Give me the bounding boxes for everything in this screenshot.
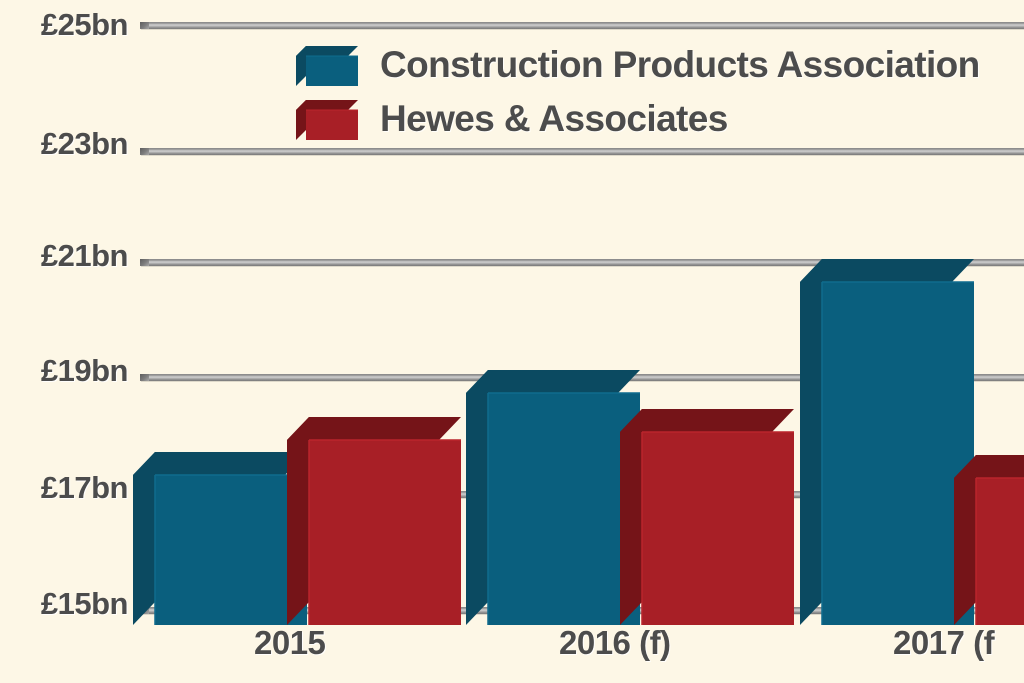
y-axis-label-19bn: £19bn <box>40 353 129 388</box>
legend-label-hewes-and-associates: Hewes & Associates <box>380 98 728 139</box>
bar-2016-hewes-and-associates <box>620 409 794 625</box>
legend-label-construction-products-association: Construction Products Association <box>380 44 980 85</box>
x-axis-label-2015: 2015 <box>254 624 326 661</box>
y-axis-label-15bn: £15bn <box>40 586 129 621</box>
bar-2017-construction-products-association <box>800 259 974 625</box>
x-axis-label-2017: 2017 (f <box>893 624 995 661</box>
legend-item-construction-products-association: Construction Products Association <box>296 38 980 92</box>
gridline-21bn <box>140 259 1024 266</box>
legend: Construction Products Association Hewes … <box>296 38 980 146</box>
gridline-25bn <box>140 22 1024 29</box>
bar-2015-construction-products-association <box>133 452 307 625</box>
gridline-23bn <box>140 148 1024 155</box>
y-axis-label-25bn: £25bn <box>40 7 129 42</box>
red-swatch-icon <box>296 100 358 140</box>
bar-2016-construction-products-association <box>466 370 640 625</box>
y-axis-label-17bn: £17bn <box>40 470 129 505</box>
y-axis-label-23bn: £23bn <box>40 126 129 161</box>
x-axis-label-2016: 2016 (f) <box>559 624 671 661</box>
bar-2015-hewes-and-associates <box>287 417 461 625</box>
y-axis-label-21bn: £21bn <box>40 238 129 273</box>
teal-swatch-icon <box>296 46 358 86</box>
legend-item-hewes-and-associates: Hewes & Associates <box>296 92 980 146</box>
bar-2017-hewes-and-associates <box>954 455 1024 625</box>
